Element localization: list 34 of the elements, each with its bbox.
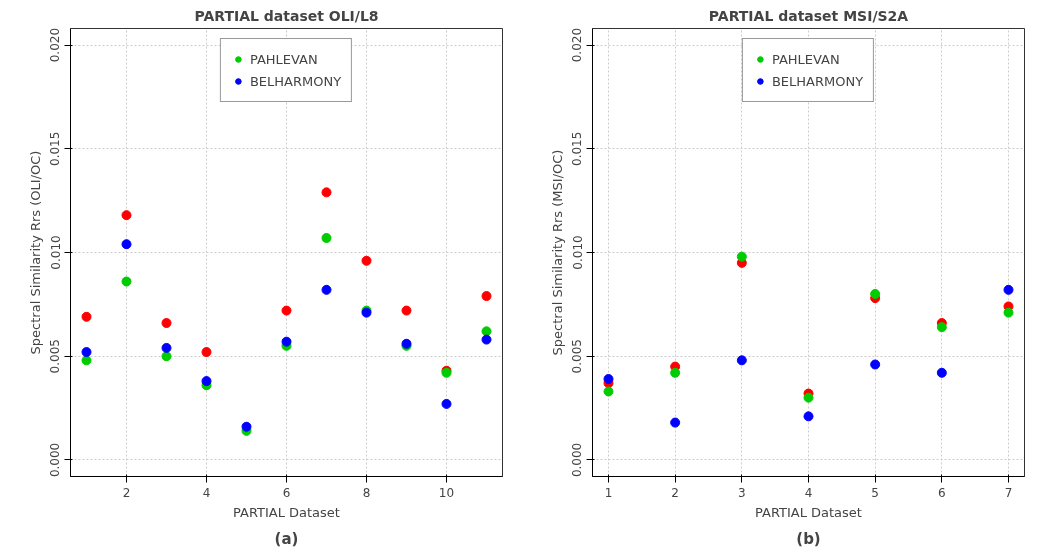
x-tick-label: 5: [871, 485, 879, 500]
y-tick-label: 0.015: [570, 131, 585, 166]
x-tick-label: 7: [1004, 485, 1013, 500]
x-tick-label: 2: [671, 485, 679, 500]
y-tick-label: 0.005: [48, 339, 63, 374]
y-tick-label: 0.005: [570, 339, 585, 374]
legend-label: PAHLEVAN: [771, 51, 840, 67]
legend-label: PAHLEVAN: [249, 51, 318, 67]
chart-title: PARTIAL dataset OLI/L8: [194, 7, 379, 24]
text: (b): [796, 529, 821, 548]
x-tick-label: 2: [122, 485, 131, 500]
y-tick-label: 0.000: [570, 442, 585, 478]
x-tick-label: 3: [738, 485, 746, 500]
x-tick-label: 6: [938, 485, 946, 500]
y-tick-label: 0.000: [48, 442, 63, 478]
y-axis-title: Spectral Similarity Rrs (OLI/OC): [27, 150, 43, 355]
x-tick-label: 1: [604, 485, 613, 500]
x-tick-label: 6: [282, 485, 291, 500]
legend-label: BELHARMONY: [249, 73, 342, 89]
x-tick-label: 10: [438, 485, 455, 500]
y-tick-label: 0.020: [48, 27, 63, 63]
y-tick-label: 0.015: [48, 131, 63, 166]
x-axis-title: PARTIAL Dataset: [233, 504, 340, 520]
legend-label: BELHARMONY: [771, 73, 864, 89]
y-tick-label: 0.020: [570, 27, 585, 63]
y-tick-label: 0.010: [48, 235, 63, 270]
x-axis-title: PARTIAL Dataset: [755, 504, 862, 520]
y-axis-title: Spectral Similarity Rrs (MSI/OC): [549, 149, 565, 356]
chart-title: PARTIAL dataset MSI/S2A: [708, 7, 909, 24]
x-tick-label: 4: [804, 485, 813, 500]
x-tick-label: 8: [362, 485, 371, 500]
x-tick-label: 4: [202, 485, 211, 500]
y-tick-label: 0.010: [570, 235, 585, 270]
text: (a): [274, 529, 299, 548]
